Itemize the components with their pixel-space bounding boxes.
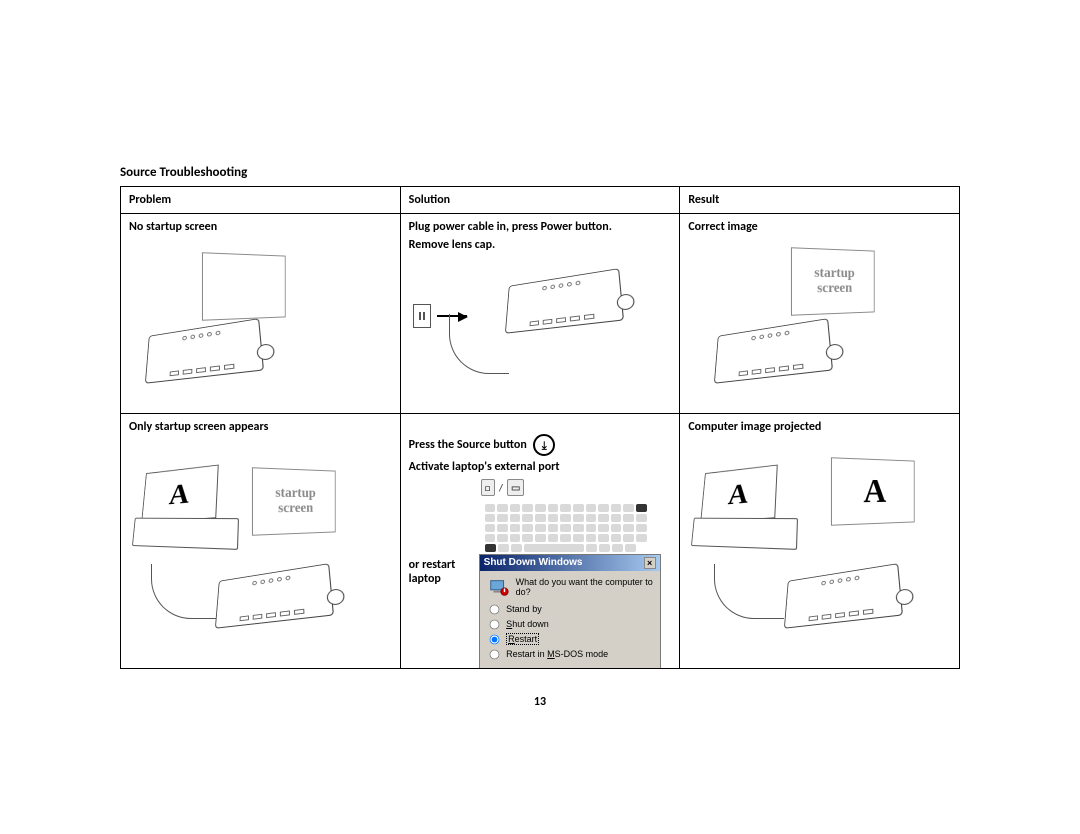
close-icon[interactable]: × bbox=[644, 557, 656, 569]
projected-letter: A bbox=[864, 472, 887, 511]
laptop-result-letter: A bbox=[727, 478, 749, 512]
source-button-icon: ⇥ bbox=[533, 434, 555, 456]
crt-lcd-key-icon: ▭ bbox=[507, 479, 524, 496]
r1-solution-line2: Remove lens cap. bbox=[409, 238, 672, 252]
section-title: Source Troubleshooting bbox=[120, 165, 960, 180]
dialog-question: What do you want the computer to do? bbox=[486, 577, 654, 597]
r1-result-cell: Correct image startup screen bbox=[680, 214, 960, 414]
laptop-screen-letter: A bbox=[168, 478, 190, 512]
opt-msdos[interactable]: Restart in MS-DOS modeRestart in MS-DOS … bbox=[504, 648, 654, 661]
laptop-illustration: A bbox=[129, 474, 249, 554]
startup-screen-only-illustration: startup screen bbox=[251, 469, 341, 534]
activate-port-label: Activate laptop's external port bbox=[409, 460, 672, 474]
keyboard-illustration: □/ ▭ bbox=[481, 479, 651, 560]
startup-text-2: screen bbox=[817, 280, 852, 295]
projected-screen-illustration: A bbox=[830, 459, 920, 524]
r1-solution-line1: Plug power cable in, press Power button. bbox=[409, 220, 672, 234]
vga-cable-result-illustration bbox=[714, 564, 784, 619]
r2-problem-cell: Only startup screen appears startup scre… bbox=[121, 414, 401, 669]
vga-cable-illustration bbox=[151, 564, 216, 619]
projector-with-cable-illustration bbox=[501, 274, 621, 329]
opt-shutdown[interactable]: SShut downhut down bbox=[504, 618, 654, 631]
col-header-problem: Problem bbox=[121, 187, 401, 214]
shutdown-dialog: Shut Down Windows × What do bbox=[479, 554, 661, 669]
r1-problem-cell: No startup screen bbox=[121, 214, 401, 414]
col-header-result: Result bbox=[680, 187, 960, 214]
troubleshooting-table: Problem Solution Result No startup scree… bbox=[120, 186, 960, 669]
page-number: 13 bbox=[120, 695, 960, 709]
r1-problem-label: No startup screen bbox=[129, 220, 392, 234]
power-cable-illustration bbox=[449, 314, 509, 374]
col-header-solution: Solution bbox=[400, 187, 680, 214]
blank-screen-illustration bbox=[201, 254, 291, 319]
r2-problem-label: Only startup screen appears bbox=[129, 420, 392, 434]
or-restart-label: or restart bbox=[409, 559, 456, 573]
laptop-word-label: laptop bbox=[409, 573, 456, 587]
projector-result-illustration bbox=[710, 324, 830, 379]
startup-text-1: startup bbox=[815, 265, 855, 280]
press-source-label: Press the Source button bbox=[409, 438, 527, 452]
r2-result-label: Computer image projected bbox=[688, 420, 951, 434]
fn-key-icon: □ bbox=[481, 479, 495, 496]
r2-startup-1: startup bbox=[275, 485, 315, 500]
projector-result2-illustration bbox=[780, 569, 900, 624]
shutdown-icon bbox=[488, 577, 510, 599]
r2-result-cell: Computer image projected A A bbox=[680, 414, 960, 669]
opt-standby[interactable]: Stand by bbox=[504, 603, 654, 616]
startup-screen-illustration: startup screen bbox=[790, 249, 880, 314]
r2-solution-cell: Press the Source button ⇥ Activate lapto… bbox=[400, 414, 680, 669]
r1-result-label: Correct image bbox=[688, 220, 951, 234]
dialog-title: Shut Down Windows bbox=[484, 557, 583, 569]
r2-startup-2: screen bbox=[278, 500, 313, 515]
projector-illustration bbox=[141, 324, 261, 379]
laptop-result-illustration: A bbox=[688, 474, 808, 554]
projector-connected-illustration bbox=[211, 569, 331, 624]
opt-restart[interactable]: RestartRestart bbox=[504, 633, 654, 646]
r1-solution-cell: Plug power cable in, press Power button.… bbox=[400, 214, 680, 414]
